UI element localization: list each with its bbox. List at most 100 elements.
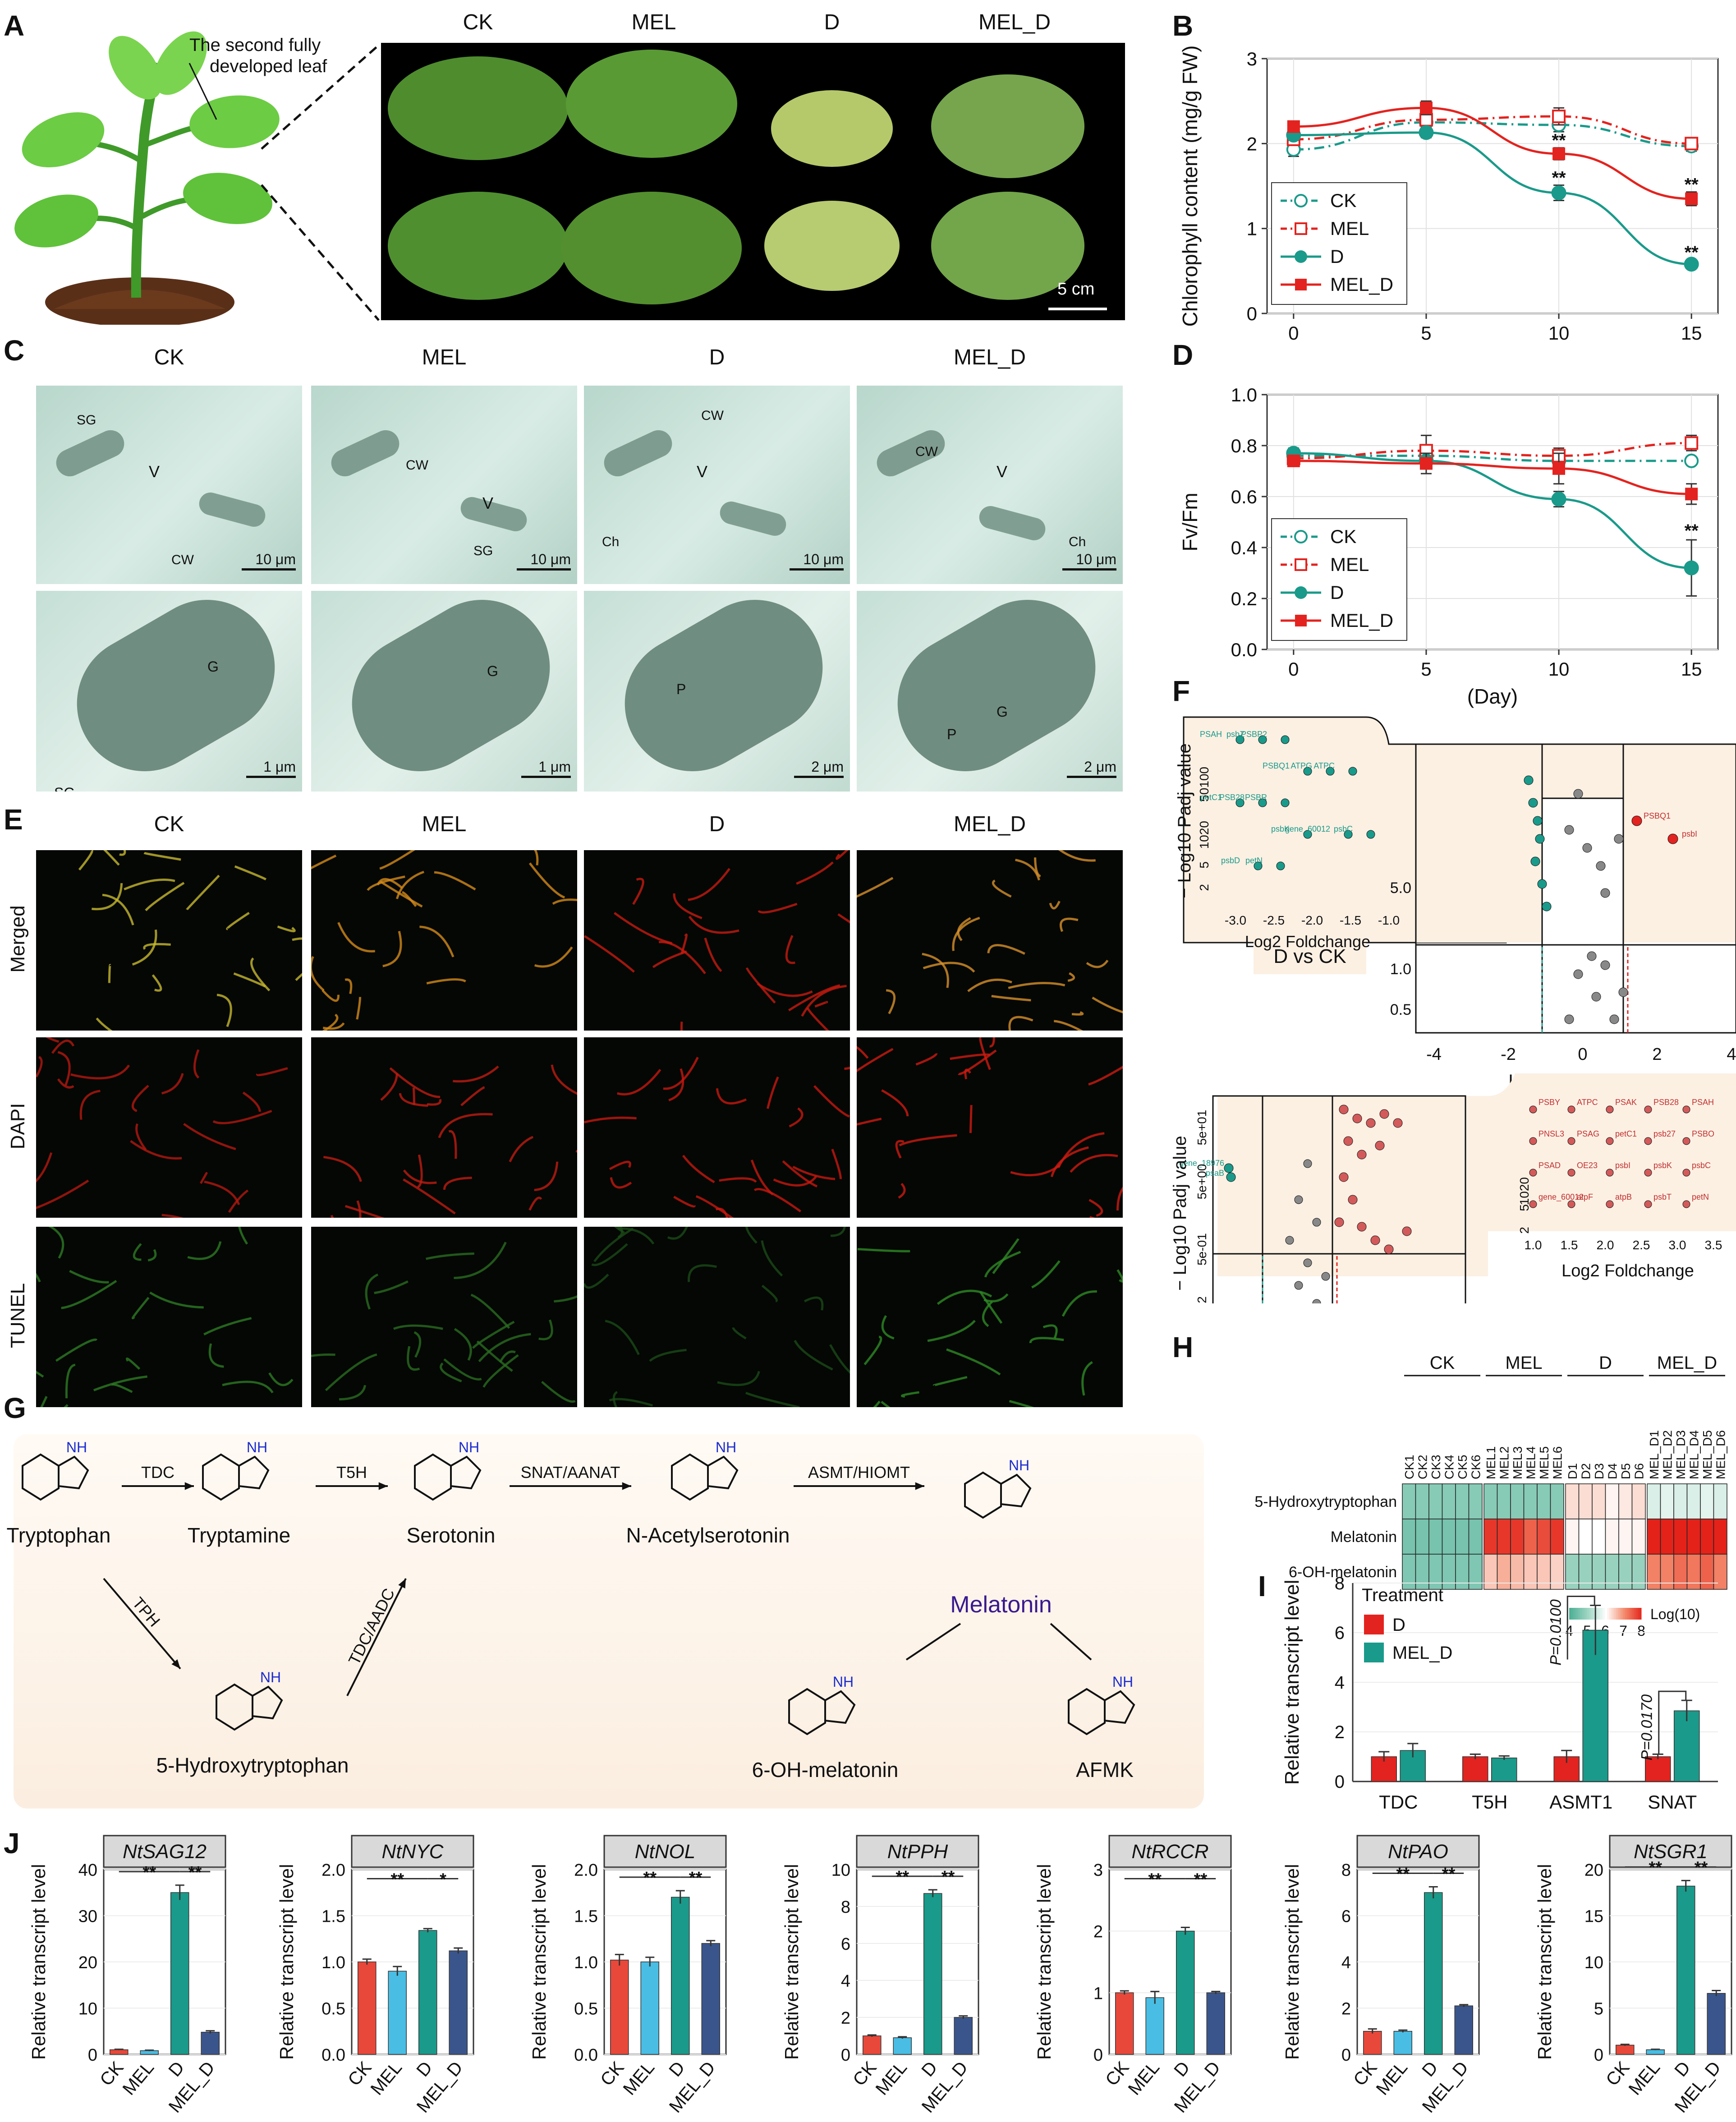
fluorescence-strand <box>614 1227 625 1234</box>
legend-gradient <box>1640 1608 1642 1620</box>
tem-label: G <box>207 658 219 675</box>
inset-point <box>1644 1137 1652 1145</box>
fluorescence-image <box>36 1037 302 1218</box>
fluorescence-strand <box>528 862 565 899</box>
inset-point <box>1303 767 1312 776</box>
inset-point <box>1682 1169 1690 1177</box>
gene-label: PSB28 <box>1219 793 1245 802</box>
tem-label: P <box>676 681 686 697</box>
legend-label: MEL <box>1330 218 1369 239</box>
fluorescence-strand <box>898 1183 906 1199</box>
y-tick-label: 5e+01 <box>1195 1110 1209 1146</box>
significance-mark: ** <box>1695 1859 1708 1878</box>
heatmap-cell <box>1550 1483 1564 1519</box>
y-tick-label: 4 <box>841 1972 850 1991</box>
fluorescence-strand <box>552 898 577 905</box>
inset-point <box>1529 1105 1537 1114</box>
series-line-MEL <box>1293 442 1692 460</box>
gene-label: psaB <box>1206 1169 1224 1178</box>
fluorescence-strand <box>937 1289 992 1305</box>
x-tick-label: MEL <box>1125 2058 1164 2099</box>
legend-gradient <box>1575 1608 1577 1620</box>
inset-y-tick-label: 5 <box>1517 1204 1531 1211</box>
fluorescence-strand <box>534 946 573 968</box>
panel-a-group-ck: CK <box>463 10 493 34</box>
heatmap-column-label: CK5 <box>1456 1455 1470 1479</box>
fluorescence-strand <box>203 1317 252 1335</box>
x-tick-label: MEL <box>367 2058 406 2099</box>
volcano-point-red <box>1339 1172 1349 1182</box>
gene-label: PSB28 <box>1653 1098 1679 1107</box>
fluorescence-strand <box>837 913 850 924</box>
heatmap-cell <box>1550 1519 1564 1555</box>
tem-label: Ch <box>602 534 620 549</box>
tem-label: Ch <box>1069 534 1086 549</box>
y-axis-label: Chlorophyll content (mg/g FW) <box>1178 46 1202 327</box>
heatmap-cell <box>1660 1483 1674 1519</box>
panel-letter-h: H <box>1172 1331 1194 1363</box>
fluorescence-strand <box>761 1240 783 1277</box>
heatmap-cell <box>1428 1519 1443 1555</box>
bar-D <box>1176 1930 1195 2055</box>
x-tick-label: 4 <box>1727 1045 1736 1064</box>
fluorescence-strand <box>716 1088 747 1105</box>
legend-swatch <box>1364 1615 1384 1634</box>
volcano-point <box>1614 834 1624 844</box>
gene-title-box <box>103 1835 226 1868</box>
inset-y-tick-label: 2 <box>1517 1227 1531 1234</box>
fluorescence-strand <box>402 891 417 907</box>
legend-marker <box>1295 250 1307 263</box>
molecule-ring <box>202 1453 240 1501</box>
scale-bar <box>794 776 844 778</box>
gene-title-box <box>1108 1835 1232 1868</box>
data-point-MEL <box>1419 113 1433 127</box>
legend-marker <box>1295 279 1307 290</box>
chloroplast-shape <box>599 426 677 481</box>
data-point-D <box>1684 257 1699 272</box>
fluorescence-strand <box>950 1053 990 1060</box>
fluorescence-strand <box>238 1227 248 1245</box>
y-tick-label: 0.2 <box>1231 588 1257 609</box>
fluorescence-strand <box>1092 996 1123 1013</box>
heatmap-column-label: MEL_D5 <box>1700 1430 1714 1479</box>
fluorescence-strand <box>610 1177 632 1189</box>
molecule-ring <box>414 1453 452 1501</box>
tem-label: P <box>947 726 957 742</box>
panel-c-group-label: MEL <box>422 345 467 369</box>
heatmap-column-label: MEL6 <box>1550 1446 1564 1479</box>
fluorescence-strand <box>969 1105 973 1133</box>
bar-MEL_D <box>1491 1758 1517 1782</box>
series-line-MEL_D <box>1293 106 1692 200</box>
fluorescence-strand <box>337 922 375 953</box>
fluorescence-strand <box>482 1354 519 1388</box>
heatmap-group-label: D <box>1599 1353 1612 1373</box>
fluorescence-strand <box>111 1383 133 1393</box>
heatmap-column-label: CK6 <box>1469 1455 1483 1479</box>
fluorescence-strand <box>715 1207 729 1218</box>
legend-gradient <box>1571 1608 1573 1620</box>
fluorescence-strand <box>680 1022 683 1031</box>
legend-gradient <box>1636 1608 1638 1620</box>
legend-label: MEL <box>1330 554 1369 575</box>
fluorescence-pattern <box>857 850 1123 1031</box>
heatmap-group-label: MEL_D <box>1657 1353 1717 1373</box>
chloroplast-shape <box>977 503 1048 543</box>
fluorescence-strand <box>149 1291 204 1309</box>
gene-label: psbI <box>1682 829 1697 838</box>
molecule-ring <box>824 1690 856 1724</box>
x-tick-label: ASMT1 <box>1549 1791 1612 1813</box>
bar-D <box>418 1930 437 2055</box>
legend-gradient <box>1593 1608 1595 1620</box>
molecule-ring <box>1000 1473 1032 1508</box>
volcano-point <box>1573 969 1583 979</box>
fluorescence-strand <box>1008 1016 1033 1031</box>
tem-label: V <box>149 462 160 481</box>
bar-D <box>1424 1892 1443 2055</box>
gene-label: PSBY <box>1539 1098 1560 1107</box>
x-tick-label: SNAT <box>1648 1791 1697 1813</box>
fluorescence-image <box>857 1037 1123 1218</box>
volcano-point <box>1285 1236 1294 1245</box>
bar-CK <box>110 2049 129 2055</box>
tem-label: G <box>487 663 498 679</box>
